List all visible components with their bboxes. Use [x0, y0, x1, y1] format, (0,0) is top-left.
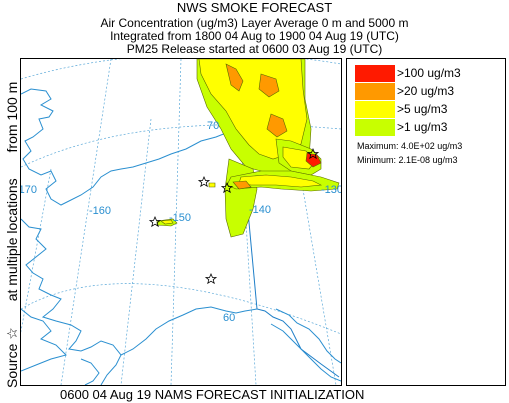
smoke-cell [208, 182, 216, 188]
graticule-labels: -170 -160 -150 -140 -130 70 60 [21, 120, 341, 324]
legend-minimum: Minimum: 2.1E-08 ug/m3 [357, 155, 458, 165]
legend-swatch-5 [355, 101, 395, 118]
legend-swatch-1 [355, 119, 395, 136]
legend-swatch-100 [355, 65, 395, 82]
legend-label-1: >1 ug/m3 [397, 120, 448, 134]
subtitle-line-3: PM25 Release started at 0600 03 Aug 19 (… [126, 42, 383, 56]
lon-label-170: -170 [21, 184, 37, 196]
map-panel: -170 -160 -150 -140 -130 70 60 [20, 58, 342, 386]
smoke-plume-north [196, 59, 312, 178]
forecast-initialization-label: 0600 04 Aug 19 NAMS FORECAST INITIALIZAT… [60, 387, 365, 402]
legend-swatch-20 [355, 83, 395, 100]
lon-label-140: -140 [249, 204, 271, 216]
coastline [21, 88, 341, 385]
country-border [244, 59, 340, 378]
source-side-label: Source ☆ at multiple locations from 100 … [3, 48, 21, 388]
legend-item-20: >20 ug/m3 [355, 83, 495, 100]
source-star [197, 175, 211, 188]
lon-label-150: -150 [169, 212, 191, 224]
legend-maximum: Maximum: 4.0E+02 ug/m3 [357, 141, 463, 151]
lon-label-160: -160 [89, 205, 111, 217]
legend-item-5: >5 ug/m3 [355, 101, 495, 118]
subtitle-line-2: Integrated from 1800 04 Aug to 1900 04 A… [110, 29, 399, 43]
subtitle-line-1: Air Concentration (ug/m3) Layer Average … [100, 16, 409, 30]
legend-item-100: >100 ug/m3 [355, 65, 495, 82]
source-star [148, 215, 162, 228]
locations-label: at multiple locations [4, 178, 20, 302]
map-svg: -170 -160 -150 -140 -130 70 60 [21, 59, 341, 385]
legend-label-20: >20 ug/m3 [397, 84, 455, 98]
lat-label-70: 70 [207, 120, 219, 132]
source-star [220, 181, 234, 194]
smoke-band [224, 158, 258, 238]
map-title: NWS SMOKE FORECAST [176, 0, 333, 15]
legend-label-5: >5 ug/m3 [397, 102, 448, 116]
source-star [306, 147, 320, 160]
smoke-plume-west-core [160, 219, 174, 225]
height-label: from 100 m [4, 81, 20, 153]
lon-label-130: -130 [321, 184, 341, 196]
source-label: Source ☆ [4, 327, 20, 388]
legend-panel: >100 ug/m3 >20 ug/m3 >5 ug/m3 >1 ug/m3 M… [346, 58, 506, 386]
smoke-plume-central [226, 170, 340, 192]
legend-label-100: >100 ug/m3 [397, 66, 461, 80]
source-star [204, 272, 218, 285]
smoke-plume-east [275, 138, 322, 176]
source-markers [148, 147, 320, 285]
lat-label-60: 60 [223, 312, 235, 324]
legend-item-1: >1 ug/m3 [355, 119, 495, 136]
